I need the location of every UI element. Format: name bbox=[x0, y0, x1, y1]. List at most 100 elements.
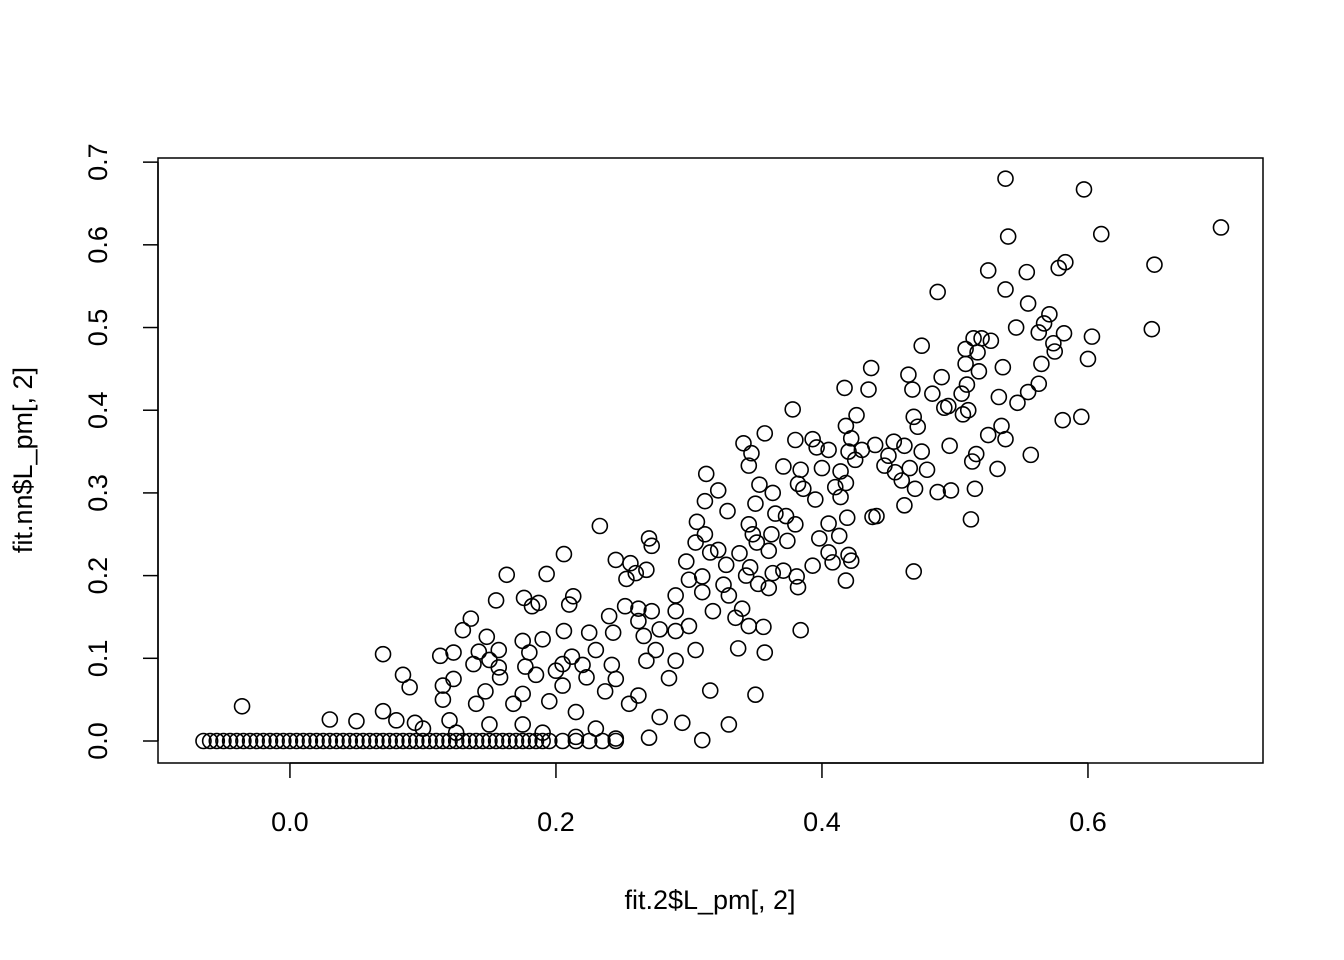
point bbox=[958, 376, 976, 393]
point bbox=[554, 677, 571, 694]
point bbox=[294, 732, 312, 750]
point bbox=[374, 702, 392, 720]
point bbox=[962, 511, 980, 528]
point bbox=[969, 344, 986, 361]
point bbox=[885, 433, 903, 450]
point bbox=[906, 480, 924, 498]
point bbox=[388, 732, 405, 750]
y-tick-label: 0.3 bbox=[83, 474, 113, 512]
point bbox=[221, 732, 239, 750]
point bbox=[527, 666, 545, 684]
point bbox=[560, 596, 578, 613]
point bbox=[909, 418, 927, 436]
point bbox=[804, 557, 821, 574]
point bbox=[603, 656, 621, 674]
point bbox=[517, 658, 534, 675]
point bbox=[540, 732, 558, 750]
point bbox=[775, 458, 792, 475]
point bbox=[1033, 355, 1050, 373]
point bbox=[604, 624, 622, 641]
point bbox=[677, 553, 695, 570]
point bbox=[701, 544, 719, 561]
point bbox=[1057, 253, 1074, 271]
point bbox=[733, 600, 751, 617]
point bbox=[719, 502, 736, 520]
point bbox=[241, 732, 259, 750]
point bbox=[876, 457, 893, 474]
point bbox=[747, 495, 764, 512]
point bbox=[321, 711, 339, 728]
point bbox=[643, 602, 661, 620]
point bbox=[481, 716, 498, 733]
point bbox=[826, 478, 844, 496]
point bbox=[933, 368, 950, 386]
point bbox=[820, 544, 837, 561]
point bbox=[647, 641, 665, 659]
point bbox=[696, 525, 714, 543]
point bbox=[540, 693, 558, 710]
point bbox=[368, 732, 385, 750]
point bbox=[478, 628, 496, 646]
point bbox=[600, 607, 618, 625]
point bbox=[498, 566, 516, 584]
point bbox=[567, 732, 585, 750]
point bbox=[740, 617, 758, 635]
point bbox=[747, 686, 764, 703]
point bbox=[414, 732, 432, 750]
point bbox=[401, 732, 418, 750]
point bbox=[820, 441, 837, 459]
point bbox=[255, 732, 272, 750]
point bbox=[538, 565, 555, 583]
point bbox=[767, 505, 784, 522]
point bbox=[555, 622, 573, 640]
point bbox=[756, 644, 774, 661]
point bbox=[514, 685, 531, 703]
point bbox=[696, 492, 714, 510]
point bbox=[743, 444, 760, 462]
point bbox=[760, 542, 778, 560]
point bbox=[534, 732, 551, 750]
point bbox=[842, 552, 860, 570]
point bbox=[643, 537, 661, 555]
point bbox=[481, 732, 498, 750]
point bbox=[789, 578, 807, 596]
point bbox=[901, 459, 919, 477]
point bbox=[640, 530, 658, 547]
point bbox=[288, 732, 305, 750]
point bbox=[989, 460, 1006, 478]
point bbox=[963, 453, 981, 470]
point bbox=[507, 732, 525, 750]
y-tick-label: 0.7 bbox=[83, 143, 113, 181]
point bbox=[462, 610, 480, 627]
point bbox=[959, 401, 977, 419]
point bbox=[982, 332, 1000, 350]
point bbox=[868, 507, 885, 525]
point bbox=[764, 484, 782, 502]
point bbox=[795, 480, 812, 498]
point bbox=[341, 732, 359, 750]
point bbox=[1083, 328, 1101, 345]
point bbox=[635, 627, 653, 645]
point bbox=[361, 732, 379, 750]
point bbox=[268, 732, 285, 750]
point bbox=[779, 532, 796, 550]
x-tick-label: 0.6 bbox=[1069, 807, 1107, 837]
y-tick-label: 0.5 bbox=[83, 309, 113, 347]
point bbox=[381, 732, 398, 750]
point bbox=[999, 228, 1017, 245]
point bbox=[547, 662, 565, 680]
point bbox=[674, 714, 691, 732]
point bbox=[1019, 295, 1037, 312]
point bbox=[301, 732, 319, 750]
point bbox=[421, 732, 438, 750]
point bbox=[445, 670, 462, 688]
point bbox=[580, 732, 598, 750]
point bbox=[321, 732, 339, 750]
point bbox=[445, 644, 462, 661]
point bbox=[314, 732, 332, 750]
point bbox=[434, 691, 452, 708]
point bbox=[905, 563, 923, 580]
point bbox=[660, 669, 678, 687]
x-tick-label: 0.0 bbox=[271, 807, 309, 837]
point bbox=[997, 170, 1014, 187]
